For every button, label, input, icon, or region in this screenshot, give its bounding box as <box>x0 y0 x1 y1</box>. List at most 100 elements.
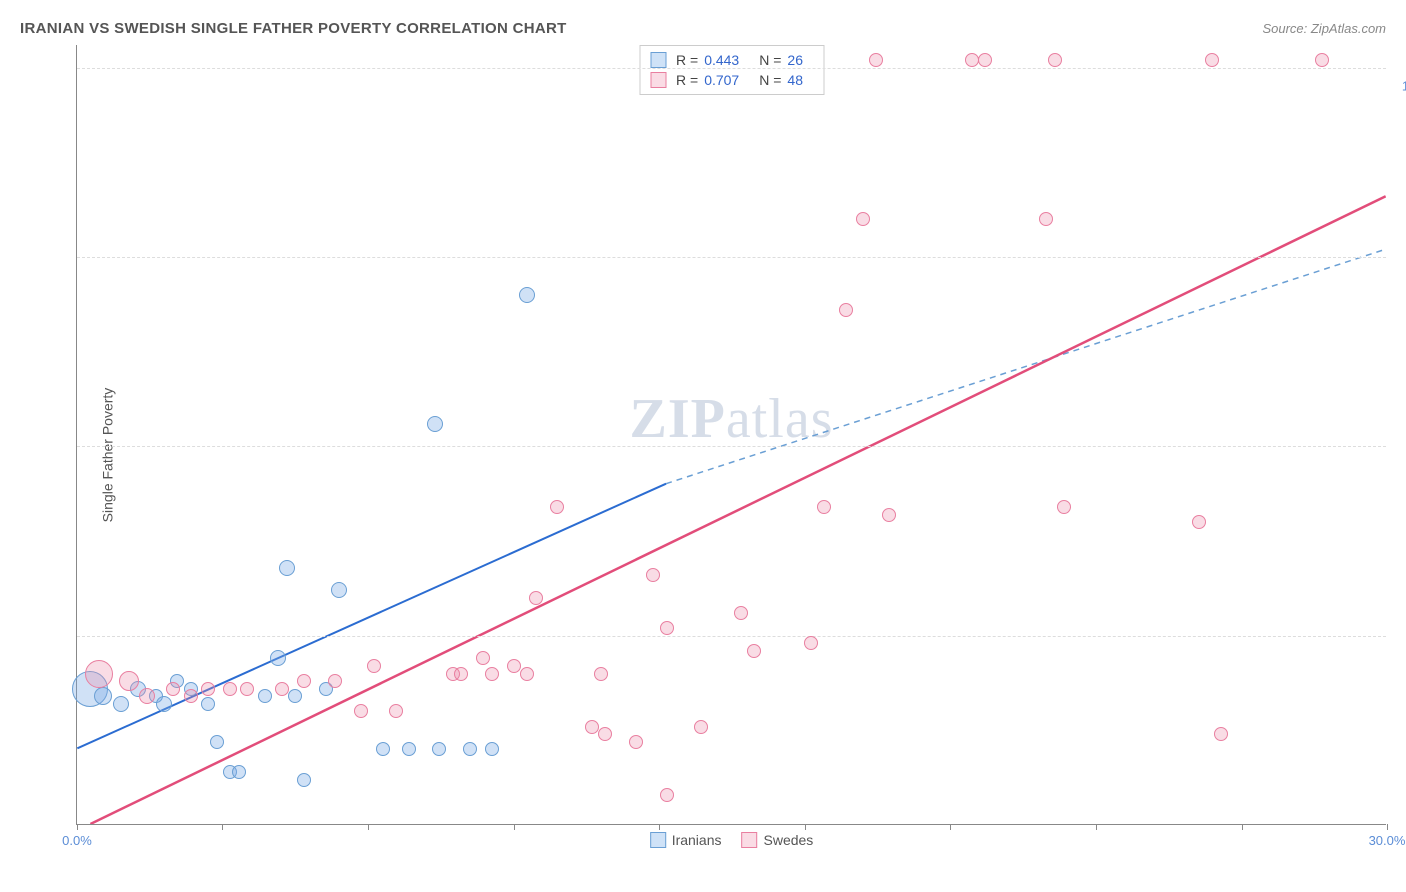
data-point <box>240 682 254 696</box>
data-point <box>594 667 608 681</box>
data-point <box>279 560 295 576</box>
data-point <box>354 704 368 718</box>
data-point <box>476 651 490 665</box>
n-label: N = <box>759 72 781 88</box>
data-point <box>288 689 302 703</box>
x-tick <box>1096 824 1097 830</box>
data-point <box>856 212 870 226</box>
data-point <box>817 500 831 514</box>
data-point <box>367 659 381 673</box>
data-point <box>598 727 612 741</box>
data-point <box>232 765 246 779</box>
data-point <box>156 696 172 712</box>
data-point <box>485 742 499 756</box>
data-point <box>454 667 468 681</box>
data-point <box>297 773 311 787</box>
data-point <box>1214 727 1228 741</box>
data-point <box>585 720 599 734</box>
data-point <box>839 303 853 317</box>
data-point <box>166 682 180 696</box>
data-point <box>1315 53 1329 67</box>
x-tick-label: 30.0% <box>1369 833 1406 848</box>
data-point <box>85 660 113 688</box>
data-point <box>485 667 499 681</box>
legend-label: Swedes <box>764 832 814 848</box>
gridline <box>77 446 1386 447</box>
data-point <box>210 735 224 749</box>
data-point <box>660 621 674 635</box>
legend-item: Iranians <box>650 832 722 848</box>
chart-title: IRANIAN VS SWEDISH SINGLE FATHER POVERTY… <box>20 20 567 37</box>
data-point <box>1205 53 1219 67</box>
x-tick <box>659 824 660 830</box>
data-point <box>184 689 198 703</box>
data-point <box>734 606 748 620</box>
gridline <box>77 636 1386 637</box>
watermark-bold: ZIP <box>630 388 726 450</box>
data-point <box>94 687 112 705</box>
x-tick-label: 0.0% <box>62 833 92 848</box>
data-point <box>376 742 390 756</box>
data-point <box>275 682 289 696</box>
data-point <box>201 697 215 711</box>
x-tick <box>514 824 515 830</box>
watermark-light: atlas <box>726 388 834 450</box>
legend-label: Iranians <box>672 832 722 848</box>
data-point <box>882 508 896 522</box>
n-label: N = <box>759 52 781 68</box>
legend-swatch <box>742 832 758 848</box>
data-point <box>519 287 535 303</box>
data-point <box>389 704 403 718</box>
data-point <box>113 696 129 712</box>
data-point <box>270 650 286 666</box>
n-value: 48 <box>787 72 803 88</box>
data-point <box>646 568 660 582</box>
data-point <box>694 720 708 734</box>
data-point <box>660 788 674 802</box>
plot-area: ZIPatlas R =0.443N =26R =0.707N =48 Iran… <box>76 45 1386 825</box>
data-point <box>201 682 215 696</box>
data-point <box>965 53 979 67</box>
data-point <box>1057 500 1071 514</box>
x-tick <box>77 824 78 830</box>
data-point <box>402 742 416 756</box>
data-point <box>520 667 534 681</box>
data-point <box>804 636 818 650</box>
x-tick <box>805 824 806 830</box>
x-tick <box>1387 824 1388 830</box>
legend-swatch <box>650 832 666 848</box>
data-point <box>529 591 543 605</box>
n-value: 26 <box>787 52 803 68</box>
r-value: 0.707 <box>704 72 739 88</box>
data-point <box>1192 515 1206 529</box>
r-value: 0.443 <box>704 52 739 68</box>
r-label: R = <box>676 52 698 68</box>
bottom-legend: Iranians Swedes <box>650 832 814 848</box>
data-point <box>463 742 477 756</box>
x-tick <box>1242 824 1243 830</box>
data-point <box>869 53 883 67</box>
gridline <box>77 257 1386 258</box>
data-point <box>328 674 342 688</box>
legend-stats-row: R = 0.707 N = 48 <box>650 70 813 90</box>
data-point <box>550 500 564 514</box>
data-point <box>119 671 139 691</box>
source-label: Source: ZipAtlas.com <box>1262 21 1386 36</box>
legend-swatch <box>650 72 666 88</box>
watermark: ZIPatlas <box>630 387 834 451</box>
legend-item: Swedes <box>742 832 814 848</box>
data-point <box>978 53 992 67</box>
data-point <box>747 644 761 658</box>
r-label: R = <box>676 72 698 88</box>
data-point <box>427 416 443 432</box>
data-point <box>1048 53 1062 67</box>
data-point <box>432 742 446 756</box>
gridline <box>77 68 1386 69</box>
data-point <box>258 689 272 703</box>
data-point <box>139 688 155 704</box>
legend-swatch <box>650 52 666 68</box>
x-tick <box>950 824 951 830</box>
data-point <box>223 682 237 696</box>
data-point <box>297 674 311 688</box>
chart-container: Single Father Poverty ZIPatlas R =0.443N… <box>20 45 1386 865</box>
